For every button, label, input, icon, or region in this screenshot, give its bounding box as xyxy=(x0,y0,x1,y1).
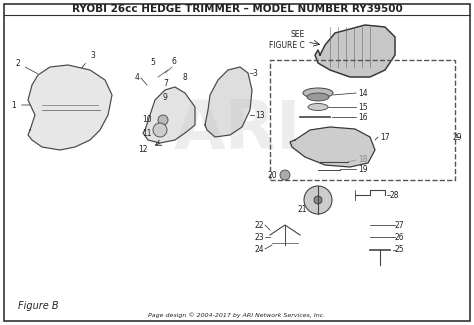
Text: 14: 14 xyxy=(358,88,368,98)
Text: 25: 25 xyxy=(395,245,405,254)
Text: ARI: ARI xyxy=(173,97,301,163)
Text: 6: 6 xyxy=(172,58,177,67)
Circle shape xyxy=(158,115,168,125)
Text: 19: 19 xyxy=(358,164,368,174)
Polygon shape xyxy=(290,127,375,167)
Text: 10: 10 xyxy=(142,115,152,124)
Text: 7: 7 xyxy=(163,79,168,87)
Text: SEE
FIGURE C: SEE FIGURE C xyxy=(269,30,305,50)
Text: 24: 24 xyxy=(255,244,264,254)
Circle shape xyxy=(314,196,322,204)
Text: 20: 20 xyxy=(267,171,277,179)
Text: 23: 23 xyxy=(255,232,264,241)
Text: 21: 21 xyxy=(298,205,307,214)
Text: 3: 3 xyxy=(252,69,257,77)
Text: Page design © 2004-2017 by ARI Network Services, Inc.: Page design © 2004-2017 by ARI Network S… xyxy=(148,312,326,318)
Ellipse shape xyxy=(308,103,328,111)
Text: 8: 8 xyxy=(183,72,188,82)
Circle shape xyxy=(280,170,290,180)
Text: 27: 27 xyxy=(395,220,405,229)
Text: 9: 9 xyxy=(163,93,168,101)
Circle shape xyxy=(304,186,332,214)
Text: 5: 5 xyxy=(151,58,155,67)
Ellipse shape xyxy=(307,93,329,101)
Bar xyxy=(270,60,455,180)
Circle shape xyxy=(153,123,167,137)
Text: 12: 12 xyxy=(138,146,148,154)
Polygon shape xyxy=(315,25,395,77)
Text: 22: 22 xyxy=(255,220,264,229)
Text: 16: 16 xyxy=(358,112,368,122)
Text: 15: 15 xyxy=(358,102,368,111)
Text: RYOBI 26cc HEDGE TRIMMER – MODEL NUMBER RY39500: RYOBI 26cc HEDGE TRIMMER – MODEL NUMBER … xyxy=(72,4,402,14)
Text: 11: 11 xyxy=(143,128,152,137)
Polygon shape xyxy=(205,67,252,137)
Text: 26: 26 xyxy=(395,232,405,241)
Text: 18: 18 xyxy=(358,155,367,164)
Polygon shape xyxy=(28,65,112,150)
Text: 17: 17 xyxy=(380,133,390,141)
Ellipse shape xyxy=(303,88,333,98)
Text: 2: 2 xyxy=(15,58,37,74)
Text: 3: 3 xyxy=(82,50,95,68)
Text: 28: 28 xyxy=(390,190,400,200)
Text: 13: 13 xyxy=(255,111,264,120)
Polygon shape xyxy=(143,87,195,143)
Text: 1: 1 xyxy=(11,100,30,110)
Text: Figure B: Figure B xyxy=(18,301,59,311)
Text: 4: 4 xyxy=(135,73,140,83)
Text: 29: 29 xyxy=(452,133,462,141)
